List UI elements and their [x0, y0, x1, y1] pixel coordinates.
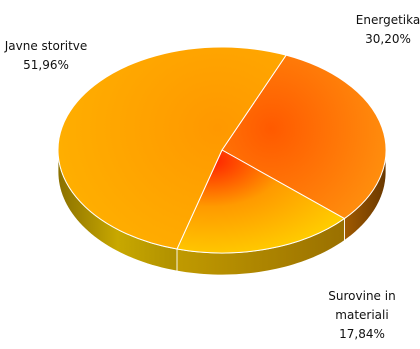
pie-label-surovine-in-materiali: Surovine in materiali 17,84% [328, 289, 395, 341]
pie-labels: Energetika 30,20% Surovine in materiali 17,8… [4, 13, 420, 341]
pie-tops [57, 46, 387, 254]
pie-label-javne-storitve: Javne storitve 51,96% [4, 39, 88, 72]
pie-label-energetika: Energetika 30,20% [356, 13, 420, 46]
pie-slice-surovine-in-materiali [176, 149, 346, 254]
pie-slice-javne-storitve [57, 46, 287, 250]
pie-slice-energetika [221, 54, 387, 220]
